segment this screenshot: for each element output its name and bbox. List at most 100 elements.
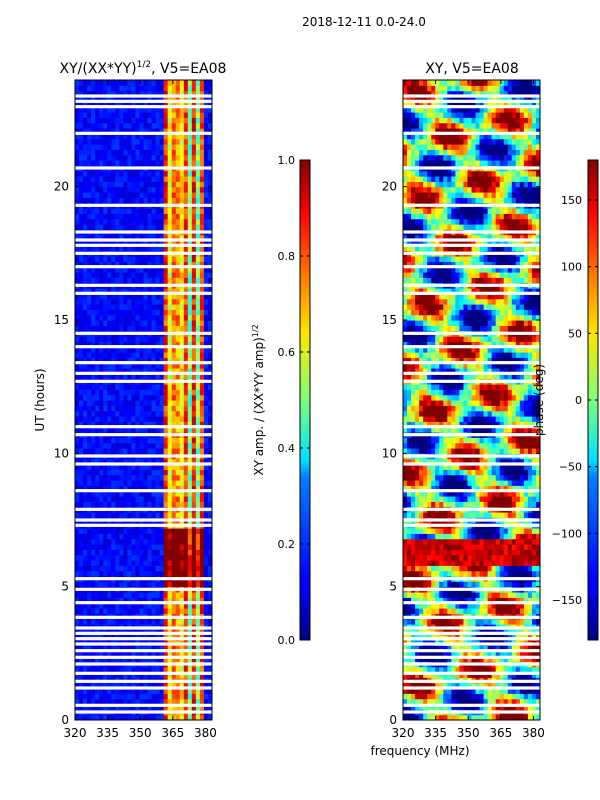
amp-heat-cell	[167, 266, 173, 273]
amp-heat-cell	[103, 672, 108, 678]
amp-heat-cell	[75, 650, 80, 657]
amp-heat-cell	[75, 410, 80, 417]
phase-heat-cell	[411, 362, 416, 369]
amp-heat-cell	[83, 352, 88, 358]
phase-heat-cell	[403, 592, 408, 598]
amp-heat-cell	[195, 554, 201, 561]
phase-heat-cell	[403, 176, 408, 182]
phase-heat-cell	[423, 421, 428, 428]
amp-heat-cell	[151, 672, 157, 678]
amp-heat-cell	[151, 405, 157, 412]
amp-heat-cell	[147, 218, 153, 225]
amp-heat-cell	[183, 357, 189, 364]
amp-heat-cell	[191, 421, 197, 428]
phase-heat-cell	[419, 234, 424, 241]
amp-heat-cell	[115, 138, 120, 145]
amp-heat-cell	[155, 160, 161, 166]
amp-heat-cell	[119, 368, 124, 374]
amp-heat-cell	[163, 170, 169, 177]
amp-heat-cell	[167, 325, 173, 332]
amp-heat-cell	[151, 149, 157, 156]
phase-heat-cell	[403, 298, 408, 305]
amp-heat-cell	[151, 682, 157, 689]
amp-heat-cell	[183, 448, 189, 454]
amp-heat-cell	[83, 373, 88, 380]
amp-heat-cell	[195, 448, 201, 454]
amp-heat-cell	[75, 314, 80, 321]
phase-heat-cell	[419, 320, 424, 326]
amp-heat-cell	[107, 672, 112, 678]
amp-heat-cell	[175, 597, 181, 604]
amp-heat-cell	[163, 341, 169, 348]
amp-heat-cell	[83, 704, 88, 710]
amp-heat-cell	[171, 272, 177, 278]
amp-heat-cell	[167, 533, 173, 540]
phase-heat-cell	[423, 320, 428, 326]
amp-heat-cell	[203, 117, 209, 124]
amp-heat-cell	[151, 234, 157, 241]
amp-heat-cell	[195, 714, 201, 720]
amp-heat-cell	[163, 266, 169, 273]
amp-heat-cell	[203, 208, 209, 214]
amp-heat-cell	[79, 480, 84, 486]
amp-heat-cell	[79, 90, 84, 97]
amp-heat-cell	[159, 197, 165, 204]
amp-heat-cell	[171, 394, 177, 401]
amp-heat-cell	[199, 682, 205, 689]
amp-heat-cell	[195, 480, 201, 486]
amp-heat-cell	[191, 352, 197, 358]
amp-heat-cell	[163, 410, 169, 417]
amp-heat-cell	[115, 320, 120, 326]
amp-heat-cell	[175, 240, 181, 246]
amp-heat-cell	[119, 608, 124, 614]
phase-heat-cell	[407, 298, 412, 305]
amp-heat-cell	[163, 544, 169, 550]
amp-heat-cell	[143, 570, 149, 577]
phase-heat-cell	[403, 80, 408, 86]
amp-heat-cell	[183, 458, 189, 465]
amp-heat-cell	[171, 80, 177, 86]
amp-heat-cell	[103, 362, 108, 369]
amp-heat-cell	[135, 400, 141, 406]
amp-heat-cell	[119, 117, 124, 124]
phase-heat-cell	[423, 650, 428, 657]
amp-heat-cell	[167, 714, 173, 720]
amp-heat-cell	[115, 176, 120, 182]
phase-heat-cell	[411, 357, 416, 364]
amp-heat-cell	[191, 570, 197, 577]
amp-heat-cell	[179, 480, 185, 486]
amp-heat-cell	[127, 554, 133, 561]
amp-heat-cell	[119, 325, 124, 332]
phase-heat-cell	[419, 496, 424, 502]
amp-heat-cell	[83, 96, 88, 102]
amp-heat-cell	[143, 533, 149, 540]
amp-heat-cell	[115, 96, 120, 102]
amp-heat-cell	[167, 218, 173, 225]
amp-heat-cell	[195, 389, 201, 396]
amp-heat-cell	[87, 544, 92, 550]
amp-heat-cell	[83, 581, 88, 588]
phase-heat-cell	[403, 288, 408, 294]
amp-heat-cell	[207, 186, 212, 193]
amp-heat-cell	[75, 357, 80, 364]
phase-heat-cell	[403, 437, 408, 444]
phase-heat-cell	[411, 549, 416, 556]
amp-heat-cell	[127, 464, 133, 470]
amp-heat-cell	[123, 608, 128, 614]
amp-xtick-label: 320	[64, 726, 87, 740]
phase-heat-cell	[415, 224, 420, 230]
phase-heat-cell	[427, 400, 432, 406]
amp-ytick-label: 0	[61, 713, 69, 727]
amp-heat-cell	[111, 240, 116, 246]
amp-heat-cell	[119, 101, 124, 108]
amp-heat-cell	[123, 581, 128, 588]
amp-heat-cell	[103, 469, 108, 476]
amp-heat-cell	[115, 85, 120, 92]
amp-heat-cell	[179, 464, 185, 470]
figure-title: 2018-12-11 0.0-24.0	[302, 15, 426, 29]
amp-heat-cell	[171, 181, 177, 188]
amp-heat-cell	[191, 442, 197, 449]
amp-heat-cell	[95, 442, 100, 449]
amp-heat-cell	[171, 208, 177, 214]
amp-heat-cell	[99, 602, 104, 609]
